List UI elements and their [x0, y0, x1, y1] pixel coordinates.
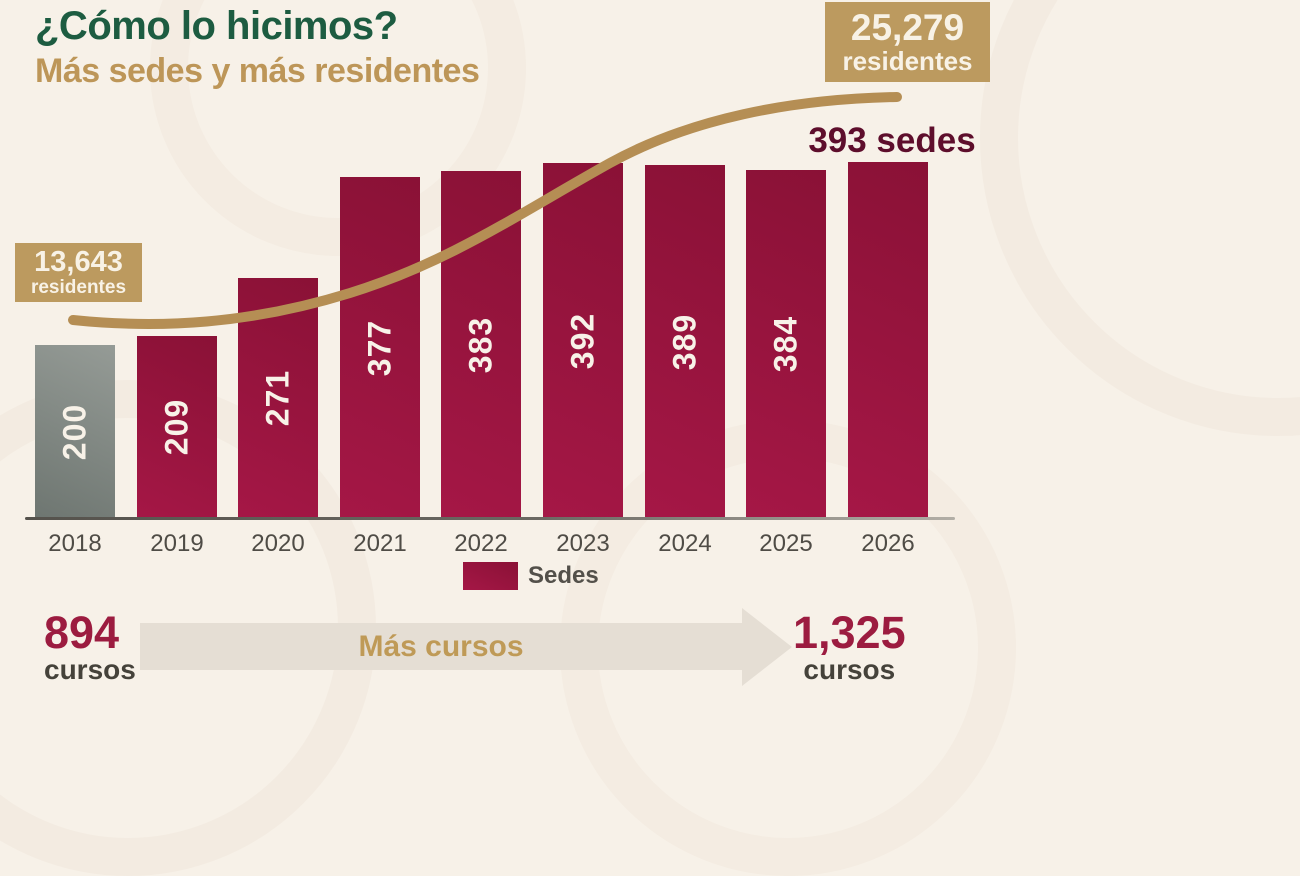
- cursos-start-value: 894: [44, 607, 120, 658]
- x-axis-line: [25, 517, 955, 520]
- cursos-end-label: cursos: [803, 654, 896, 685]
- residents-badge-2026: 25,279 residentes: [825, 2, 990, 82]
- page-subtitle: Más sedes y más residentes: [35, 52, 480, 90]
- legend: Sedes: [463, 562, 599, 590]
- page-title: ¿Cómo lo hicimos?: [35, 4, 398, 48]
- bar-2019: 209: [137, 336, 217, 518]
- cursos-start-block: 894 cursos: [44, 610, 136, 686]
- cursos-end-value: 1,325: [793, 607, 906, 658]
- axis-label-2018: 2018: [48, 530, 102, 557]
- axis-label-2023: 2023: [556, 530, 610, 557]
- legend-sedes-label: Sedes: [528, 562, 599, 589]
- axis-label-2022: 2022: [454, 530, 508, 557]
- cursos-end-block: 1,325 cursos: [793, 610, 906, 686]
- axis-label-2020: 2020: [251, 530, 305, 557]
- residents-final-value: 25,279: [850, 6, 965, 48]
- axis-label-2019: 2019: [150, 530, 204, 557]
- cursos-start-label: cursos: [44, 654, 136, 685]
- axis-label-2025: 2025: [759, 530, 813, 557]
- axis-label-2021: 2021: [353, 530, 407, 557]
- residents-final-label: residentes: [842, 45, 973, 76]
- bar-2018: 200: [35, 345, 115, 518]
- mas-cursos-arrow-band: Más cursos: [140, 623, 742, 670]
- legend-sedes-swatch: [463, 562, 518, 590]
- axis-label-2026: 2026: [861, 530, 915, 557]
- axis-label-2024: 2024: [658, 530, 712, 557]
- x-axis-labels: 2018 2019 2020 2021 2022 2023 2024 2025 2026: [48, 530, 915, 557]
- mas-cursos-arrow-head: [742, 608, 792, 686]
- mas-cursos-label: Más cursos: [358, 629, 524, 663]
